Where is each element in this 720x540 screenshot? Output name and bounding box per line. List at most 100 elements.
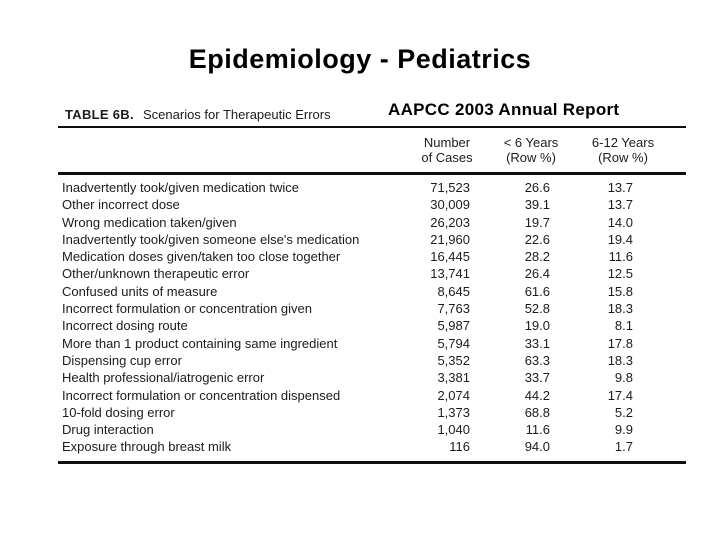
six-to-12-years-cell: 9.8 <box>614 370 633 386</box>
six-to-12-years-cell: 17.8 <box>607 335 633 351</box>
under-6-years-cell: 39.1 <box>524 197 550 213</box>
table-image: TABLE 6B. Scenarios for Therapeutic Erro… <box>58 98 686 473</box>
under-6-years-cell: 52.8 <box>524 301 550 317</box>
six-to-12-years-cell: 9.9 <box>614 422 633 438</box>
scenario-cell: Wrong medication taken/given <box>62 214 237 230</box>
under-6-years-cell: 33.7 <box>524 370 550 386</box>
six-to-12-years-cell: 5.2 <box>614 404 633 420</box>
under-6-years-cell: 68.8 <box>524 404 550 420</box>
six-to-12-years-cell: 19.4 <box>607 231 633 247</box>
column-header-under-6-years: < 6 Years (Row %) <box>471 135 591 165</box>
table-row: Other incorrect dose 30,009 39.1 13.7 <box>58 196 686 213</box>
scenario-cell: 10-fold dosing error <box>62 404 175 420</box>
table-row: Exposure through breast milk 116 94.0 1.7 <box>58 438 686 455</box>
under-6-years-cell: 19.0 <box>524 318 550 334</box>
column-header-line: 6-12 Years <box>591 135 655 150</box>
cases-cell: 21,960 <box>430 231 470 247</box>
table-row: More than 1 product containing same ingr… <box>58 335 686 352</box>
six-to-12-years-cell: 8.1 <box>614 318 633 334</box>
table-row: Drug interaction 1,040 11.6 9.9 <box>58 421 686 438</box>
table-caption: Scenarios for Therapeutic Errors <box>143 107 331 122</box>
under-6-years-cell: 26.4 <box>524 266 550 282</box>
report-source-label: AAPCC 2003 Annual Report <box>388 100 620 119</box>
scenario-cell: Incorrect formulation or concentration g… <box>62 301 313 317</box>
table-row: Incorrect formulation or concentration g… <box>58 300 686 317</box>
cases-cell: 1,040 <box>437 422 470 438</box>
cases-cell: 116 <box>449 439 470 455</box>
scenario-cell: Inadvertently took/given medication twic… <box>62 180 300 195</box>
under-6-years-cell: 61.6 <box>524 283 550 299</box>
under-6-years-cell: 33.1 <box>524 335 550 351</box>
column-header-line: of Cases <box>421 150 473 165</box>
table-row: Inadvertently took/given someone else's … <box>58 231 686 248</box>
six-to-12-years-cell: 18.3 <box>607 301 633 317</box>
cases-cell: 5,987 <box>437 318 470 334</box>
six-to-12-years-cell: 13.7 <box>607 180 633 195</box>
table-row: Confused units of measure 8,645 61.6 15.8 <box>58 283 686 300</box>
column-header-line: (Row %) <box>506 150 556 165</box>
six-to-12-years-cell: 17.4 <box>607 387 633 403</box>
table-header-rule <box>58 172 686 175</box>
six-to-12-years-cell: 15.8 <box>607 283 633 299</box>
six-to-12-years-cell: 1.7 <box>614 439 633 455</box>
under-6-years-cell: 22.6 <box>524 231 550 247</box>
cases-cell: 26,203 <box>430 214 470 230</box>
scenario-cell: Medication doses given/taken too close t… <box>62 249 341 265</box>
scenario-cell: Dispensing cup error <box>62 352 182 368</box>
table-row: Medication doses given/taken too close t… <box>58 248 686 265</box>
cases-cell: 8,645 <box>437 283 470 299</box>
six-to-12-years-cell: 14.0 <box>607 214 633 230</box>
scenario-cell: Other incorrect dose <box>62 197 180 213</box>
table-row: Other/unknown therapeutic error 13,741 26.… <box>58 265 686 282</box>
column-header-6-12-years: 6-12 Years (Row %) <box>563 135 683 165</box>
column-header-number-of-cases: Number of Cases <box>387 135 507 165</box>
six-to-12-years-cell: 12.5 <box>607 266 633 282</box>
table-row: Incorrect dosing route 5,987 19.0 8.1 <box>58 317 686 334</box>
cases-cell: 7,763 <box>437 301 470 317</box>
under-6-years-cell: 28.2 <box>524 249 550 265</box>
under-6-years-cell: 11.6 <box>525 422 550 438</box>
scenario-cell: Confused units of measure <box>62 283 218 299</box>
cases-cell: 16,445 <box>430 249 470 265</box>
cases-cell: 71,523 <box>430 180 470 195</box>
table-row: Dispensing cup error 5,352 63.3 18.3 <box>58 352 686 369</box>
cases-cell: 5,794 <box>437 335 470 351</box>
scenario-cell: Exposure through breast milk <box>62 439 232 455</box>
scenario-cell: Health professional/iatrogenic error <box>62 370 265 386</box>
cases-cell: 3,381 <box>437 370 470 386</box>
column-headers: Number of Cases < 6 Years (Row %) 6-12 Y… <box>58 135 686 169</box>
cases-cell: 13,741 <box>430 266 470 282</box>
column-header-line: Number <box>423 135 471 150</box>
cases-cell: 1,373 <box>437 404 470 420</box>
scenario-cell: Inadvertently took/given someone else's … <box>62 231 360 247</box>
table-label: TABLE 6B. <box>65 107 134 122</box>
scenario-cell: Other/unknown therapeutic error <box>62 266 250 282</box>
six-to-12-years-cell: 18.3 <box>607 352 633 368</box>
column-header-line: (Row %) <box>598 150 648 165</box>
under-6-years-cell: 44.2 <box>524 387 550 403</box>
scenario-cell: Drug interaction <box>62 422 154 438</box>
scenario-cell: Incorrect dosing route <box>62 318 188 334</box>
cases-cell: 30,009 <box>430 197 470 213</box>
cases-cell: 2,074 <box>437 387 470 403</box>
under-6-years-cell: 63.3 <box>524 352 550 368</box>
six-to-12-years-cell: 11.6 <box>608 249 633 265</box>
table-row: Incorrect formulation or concentration d… <box>58 387 686 404</box>
under-6-years-cell: 94.0 <box>524 439 550 455</box>
slide-title: Epidemiology - Pediatrics <box>188 44 532 74</box>
table-row: Inadvertently took/given medication twic… <box>58 179 686 196</box>
table-bottom-rule <box>58 461 686 464</box>
scenario-cell: More than 1 product containing same ingr… <box>62 335 338 351</box>
table-row: Wrong medication taken/given 26,203 19.7 14… <box>58 214 686 231</box>
under-6-years-cell: 19.7 <box>524 214 550 230</box>
table-body: Inadvertently took/given medication twic… <box>58 179 686 456</box>
scenario-cell: Incorrect formulation or concentration d… <box>62 387 341 403</box>
column-header-line: < 6 Years <box>503 135 559 150</box>
under-6-years-cell: 26.6 <box>524 180 550 195</box>
table-top-rule <box>58 126 686 128</box>
cases-cell: 5,352 <box>437 352 470 368</box>
table-row: 10-fold dosing error 1,373 68.8 5.2 <box>58 404 686 421</box>
six-to-12-years-cell: 13.7 <box>607 197 633 213</box>
table-row: Health professional/iatrogenic error 3,38… <box>58 369 686 386</box>
